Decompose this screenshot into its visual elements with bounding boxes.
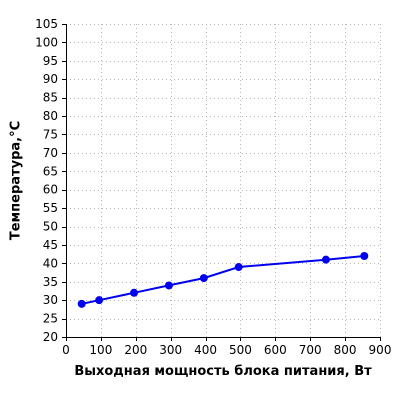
x-tick-label: 700	[299, 343, 322, 357]
y-axis-title: Температура,°C	[9, 121, 24, 240]
series-line	[81, 255, 365, 305]
x-tick-label: 100	[89, 343, 112, 357]
y-tick-label: 55	[43, 201, 58, 215]
data-point	[360, 251, 369, 260]
y-tick-label: 90	[43, 72, 58, 86]
axes	[66, 24, 380, 338]
data-point	[130, 288, 139, 297]
y-tick-label: 60	[43, 183, 58, 197]
x-tick-label: 600	[264, 343, 287, 357]
x-tick-label: 200	[124, 343, 147, 357]
data-point	[77, 299, 86, 308]
y-tick-label: 50	[43, 220, 58, 234]
data-point	[164, 281, 173, 290]
x-tick-label: 800	[334, 343, 357, 357]
grid	[66, 24, 381, 337]
y-tick-label: 70	[43, 146, 58, 160]
y-tick-label: 35	[43, 275, 58, 289]
y-tick-label: 100	[35, 35, 58, 49]
y-tick-label: 95	[43, 54, 58, 68]
x-tick-label: 300	[159, 343, 182, 357]
y-tick-label: 105	[35, 17, 58, 31]
x-axis-title: Выходная мощность блока питания, Вт	[74, 364, 372, 379]
y-tick-label: 30	[43, 293, 58, 307]
y-tick-label: 20	[43, 330, 58, 344]
x-tick-label: 500	[229, 343, 252, 357]
x-tick-label: 400	[194, 343, 217, 357]
y-tick-label: 80	[43, 109, 58, 123]
y-ticks: 20 25 30 35 40 45 50 55 60 65 70 75 80 85 90 95 100 105	[35, 17, 66, 344]
y-tick-label: 65	[43, 164, 58, 178]
data-point	[95, 296, 104, 305]
data-point	[199, 274, 208, 283]
y-tick-label: 45	[43, 238, 58, 252]
y-tick-label: 25	[43, 312, 58, 326]
data-point	[321, 255, 330, 264]
x-tick-label: 900	[369, 343, 392, 357]
data-point	[234, 263, 243, 272]
series	[77, 251, 369, 308]
x-ticks: 0 100 200 300 400 500 600 700 800 900	[62, 337, 391, 357]
y-tick-label: 40	[43, 256, 58, 270]
y-tick-label: 85	[43, 91, 58, 105]
x-tick-label: 0	[62, 343, 70, 357]
y-tick-label: 75	[43, 127, 58, 141]
